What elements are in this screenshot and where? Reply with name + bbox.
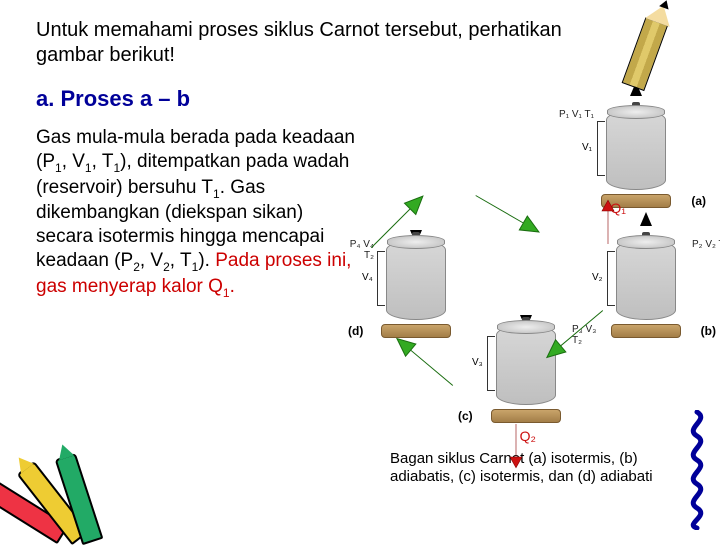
- sub: 1: [55, 161, 62, 175]
- gas-cylinder: V₁: [606, 110, 666, 190]
- txt: ).: [198, 250, 215, 271]
- cylinder-d: V₄ P₄ V₄ T₂ (d): [376, 240, 456, 340]
- body-paragraph: Gas mula-mula berada pada keadaan (P1, V…: [36, 126, 356, 300]
- volume-label: V₂: [592, 272, 603, 283]
- piston-arrow-up-icon: [640, 212, 652, 226]
- intro-text: Untuk memahami proses siklus Carnot ters…: [36, 18, 576, 68]
- cylinder-b: V₂ P₂ V₂ T₁ (b): [606, 240, 686, 340]
- panel-tag-c: (c): [458, 409, 473, 423]
- state-label-b: P₂ V₂ T₁: [692, 240, 720, 251]
- sub: 2: [133, 260, 140, 274]
- heat-reservoir: [491, 409, 561, 423]
- insulator-base: [611, 324, 681, 338]
- volume-bracket: V₂: [607, 251, 615, 306]
- heat-arrow-q2-icon: [508, 421, 524, 469]
- sub: 1: [223, 285, 230, 299]
- volume-bracket: V₄: [377, 251, 385, 306]
- txt: , V: [140, 250, 163, 271]
- crayons-decoration-icon: [0, 440, 140, 550]
- cycle-arrow-icon: [465, 182, 547, 245]
- carnot-diagram: V₁ P₁ V₁ T₁ (a) Q₁ V₂ P₂ V₂ T₁ (b) V₃: [366, 110, 686, 430]
- txt: , T: [92, 151, 114, 172]
- volume-bracket: V₃: [487, 336, 495, 391]
- heat-arrow-q1-icon: [600, 199, 616, 247]
- volume-label: V₁: [582, 142, 592, 153]
- gas-cylinder: V₃: [496, 325, 556, 405]
- gas-cylinder: V₂: [616, 240, 676, 320]
- sub: 1: [213, 186, 220, 200]
- volume-label: V₃: [472, 357, 483, 368]
- gas-cylinder: V₄: [386, 240, 446, 320]
- volume-bracket: V₁: [597, 121, 605, 176]
- panel-tag-a: (a): [691, 194, 706, 208]
- txt: , V: [62, 151, 85, 172]
- figure-caption: Bagan siklus Carnot (a) isotermis, (b) a…: [390, 450, 680, 486]
- sub: 2: [163, 260, 170, 274]
- spring-decoration-icon: [682, 410, 712, 530]
- volume-label: V₄: [362, 272, 373, 283]
- txt: , T: [170, 250, 192, 271]
- txt: .: [230, 276, 235, 297]
- sub: 1: [85, 161, 92, 175]
- cylinder-a: V₁ P₁ V₁ T₁ (a): [596, 110, 676, 210]
- panel-tag-b: (b): [701, 324, 716, 338]
- panel-tag-d: (d): [348, 324, 363, 338]
- state-label-a: P₁ V₁ T₁: [558, 110, 594, 121]
- insulator-base: [381, 324, 451, 338]
